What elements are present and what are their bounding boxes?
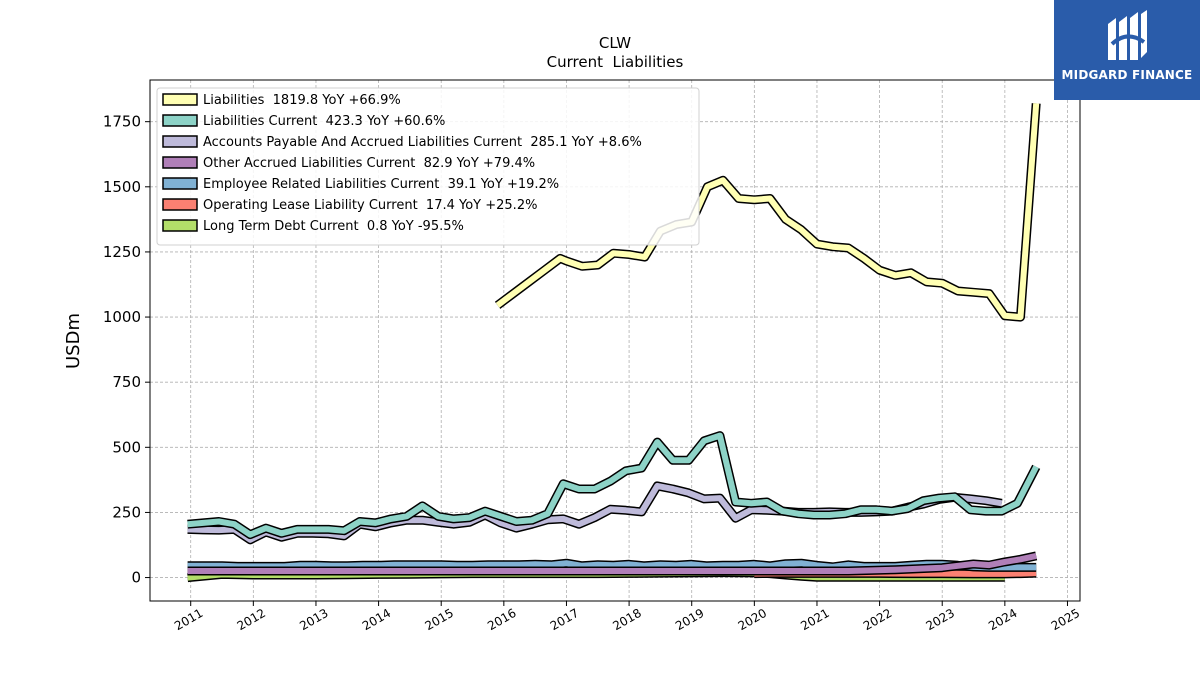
series-line (187, 432, 1039, 538)
plot-frame (149, 79, 1081, 602)
x-tick-label: 2012 (235, 606, 268, 633)
legend-entry: Liabilities 1819.8 YoY +66.9% (203, 93, 401, 108)
legend-entry: Accounts Payable And Accrued Liabilities… (203, 135, 642, 150)
logo-mark-icon (1108, 10, 1147, 60)
legend-swatch (162, 177, 198, 190)
x-tick-label: 2023 (923, 606, 956, 633)
legend: Liabilities 1819.8 YoY +66.9% Liabilities… (156, 87, 700, 246)
x-tick-label: 2011 (172, 606, 205, 633)
x-tick-label: 2019 (673, 606, 706, 633)
y-tick-label: 1750 (103, 113, 141, 131)
y-tick-label: 750 (112, 373, 141, 391)
legend-swatch (162, 135, 198, 148)
y-tick-label: 1250 (103, 243, 141, 261)
x-tick-label: 2025 (1049, 606, 1082, 633)
legend-entry: Liabilities Current 423.3 YoY +60.6% (203, 114, 445, 129)
y-tick-label: 250 (112, 503, 141, 521)
legend-entry: Employee Related Liabilities Current 39.… (203, 177, 559, 192)
legend-entry: Operating Lease Liability Current 17.4 Y… (203, 198, 537, 213)
series-outline (187, 431, 1041, 540)
legend-box (156, 87, 700, 246)
y-axis-label: USDm (63, 313, 84, 369)
series-line (495, 103, 1040, 321)
legend-swatch (162, 114, 198, 127)
x-tick-label: 2018 (610, 606, 643, 633)
x-tick-label: 2024 (986, 606, 1019, 633)
x-tick-label: 2014 (360, 606, 393, 633)
legend-swatch (162, 198, 198, 211)
x-tick-label: 2016 (485, 606, 518, 633)
x-tick-label: 2020 (736, 606, 769, 633)
series-3 (187, 551, 1038, 576)
x-tick-label: 2017 (548, 606, 581, 633)
x-tick-label: 2022 (861, 606, 894, 633)
legend-swatch (162, 156, 198, 169)
legend-entry: Long Term Debt Current 0.8 YoY -95.5% (203, 219, 464, 234)
y-tick-label: 0 (131, 569, 141, 587)
series-layer (187, 103, 1041, 583)
x-tick-label: 2021 (798, 606, 831, 633)
chart-subtitle: Current Liabilities (547, 53, 684, 71)
series-line (187, 552, 1037, 574)
legend-swatch (162, 219, 198, 232)
y-tick-label: 1000 (103, 308, 141, 326)
logo-text: MIDGARD FINANCE (1061, 68, 1193, 82)
series-0 (494, 103, 1041, 322)
chart-title: CLW (599, 34, 631, 52)
legend-swatch (162, 93, 198, 106)
y-tick-label: 1500 (103, 178, 141, 196)
x-tick-label: 2013 (297, 606, 330, 633)
series-1 (187, 431, 1041, 540)
x-tick-label: 2015 (422, 606, 455, 633)
y-tick-label: 500 (112, 438, 141, 456)
legend-entry: Other Accrued Liabilities Current 82.9 Y… (203, 156, 535, 171)
brand-logo: MIDGARD FINANCE (1054, 0, 1200, 100)
